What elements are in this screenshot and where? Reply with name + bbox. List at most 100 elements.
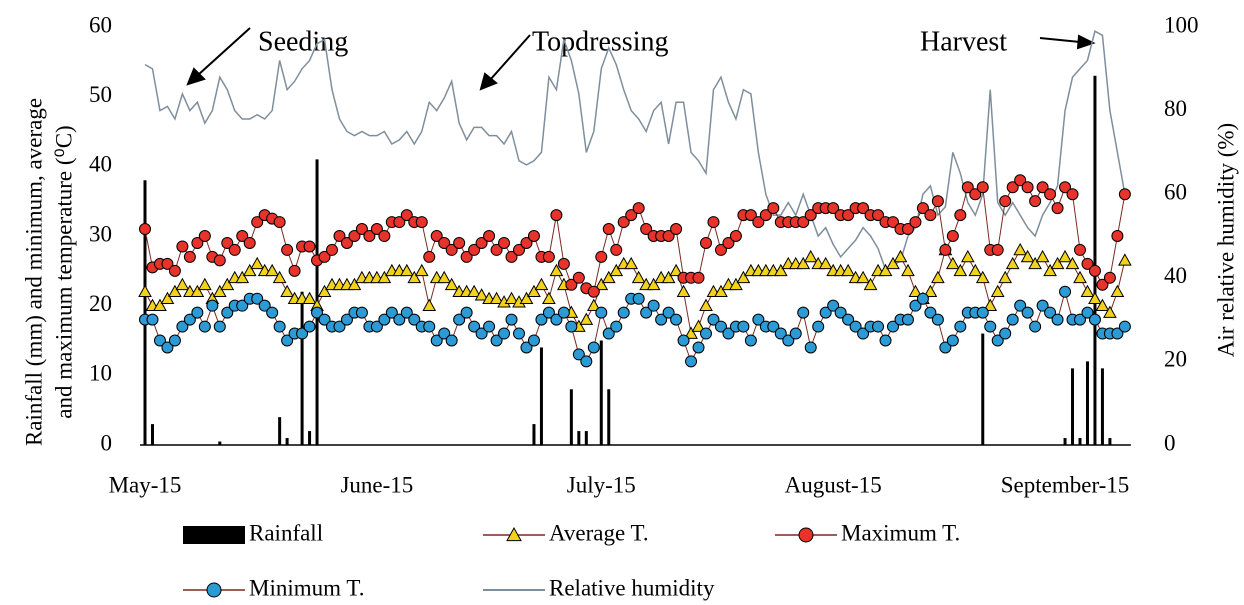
triangle-marker bbox=[1095, 298, 1110, 311]
y2-tick-label: 100 bbox=[1164, 12, 1199, 37]
triangle-marker bbox=[736, 270, 751, 284]
y2-tick-label: 80 bbox=[1164, 96, 1187, 121]
triangle-marker bbox=[803, 249, 818, 263]
y2-tick-label: 60 bbox=[1164, 179, 1187, 204]
triangle-marker bbox=[841, 263, 855, 277]
triangle-marker bbox=[878, 263, 893, 277]
circle-marker bbox=[991, 243, 1004, 256]
circle-marker bbox=[887, 216, 899, 229]
legend-label: Minimum T. bbox=[249, 575, 364, 600]
arrow bbox=[1039, 37, 1081, 43]
circle-marker bbox=[221, 236, 234, 249]
circle-marker bbox=[550, 209, 563, 222]
rainfall-bar bbox=[218, 441, 222, 445]
circle-marker bbox=[1044, 188, 1057, 201]
rainfall-bar bbox=[539, 347, 543, 445]
rainfall-bar bbox=[599, 340, 603, 445]
circle-marker bbox=[505, 250, 518, 263]
triangle-marker bbox=[280, 284, 294, 298]
x-tick-label: May-15 bbox=[109, 472, 182, 497]
circle-marker bbox=[557, 306, 570, 319]
triangle-marker bbox=[586, 298, 601, 311]
triangle-marker bbox=[549, 263, 564, 277]
circle-marker bbox=[580, 355, 593, 368]
triangle-marker bbox=[1073, 270, 1087, 284]
circle-marker bbox=[744, 334, 757, 347]
circle-marker bbox=[505, 313, 518, 326]
rainfall-bar bbox=[143, 180, 147, 445]
x-tick-label: July-15 bbox=[567, 472, 636, 497]
triangle-marker bbox=[160, 291, 175, 304]
triangle-marker bbox=[983, 298, 998, 311]
circle-marker bbox=[340, 236, 353, 249]
triangle-marker bbox=[893, 249, 908, 263]
circle-marker bbox=[722, 327, 735, 340]
triangle-marker bbox=[302, 291, 317, 304]
circle-marker bbox=[572, 271, 585, 284]
triangle-marker bbox=[624, 256, 639, 270]
circle-marker bbox=[318, 313, 331, 326]
circle-marker bbox=[213, 320, 226, 333]
circle-marker bbox=[490, 243, 503, 256]
circle-marker bbox=[423, 250, 436, 263]
circle-marker bbox=[640, 306, 653, 319]
circle-marker bbox=[393, 216, 406, 229]
triangle-marker bbox=[1013, 242, 1028, 256]
circle-marker bbox=[954, 320, 967, 333]
triangle-marker bbox=[444, 277, 459, 291]
circle-marker bbox=[1081, 257, 1094, 270]
circle-marker bbox=[1014, 174, 1027, 187]
circle-marker bbox=[834, 306, 847, 319]
rainfall-bar bbox=[584, 431, 588, 445]
circle-marker bbox=[804, 209, 817, 222]
triangle-marker bbox=[168, 284, 182, 298]
circle-marker bbox=[430, 334, 443, 347]
circle-marker bbox=[797, 216, 810, 229]
triangle-marker bbox=[474, 288, 489, 301]
circle-marker bbox=[393, 313, 406, 326]
circle-marker bbox=[722, 236, 735, 249]
circle-marker bbox=[1006, 313, 1019, 326]
circle-marker bbox=[647, 299, 660, 312]
circle-marker bbox=[198, 230, 211, 242]
circle-marker bbox=[565, 320, 578, 333]
circle-marker bbox=[370, 320, 383, 333]
circle-marker bbox=[273, 320, 286, 333]
circle-marker bbox=[400, 306, 413, 319]
triangle-marker bbox=[773, 263, 788, 277]
circle-marker bbox=[520, 341, 533, 354]
circle-marker bbox=[602, 327, 615, 340]
triangle-marker bbox=[579, 312, 594, 325]
circle-marker bbox=[640, 223, 653, 236]
triangle-marker bbox=[901, 263, 915, 277]
circle-marker bbox=[460, 306, 473, 319]
circle-marker bbox=[168, 264, 181, 277]
rainfall-bar bbox=[300, 291, 304, 445]
circle-marker bbox=[400, 209, 413, 222]
circle-marker bbox=[1014, 299, 1027, 312]
circle-marker bbox=[976, 181, 989, 194]
triangle-marker bbox=[1065, 256, 1080, 270]
circle-marker bbox=[513, 327, 525, 340]
triangle-marker bbox=[138, 284, 152, 298]
triangle-marker bbox=[504, 291, 519, 304]
triangle-marker bbox=[676, 284, 691, 298]
circle-marker bbox=[1103, 271, 1116, 284]
circle-marker bbox=[662, 306, 675, 319]
triangle-marker bbox=[242, 263, 257, 277]
y2-tick-label: 0 bbox=[1164, 430, 1176, 455]
circle-marker bbox=[857, 327, 870, 340]
circle-marker bbox=[602, 223, 615, 236]
y-tick-label: 50 bbox=[89, 82, 112, 107]
circle-marker bbox=[707, 216, 720, 229]
circle-marker bbox=[939, 243, 952, 256]
legend-marker bbox=[506, 526, 522, 542]
circle-marker bbox=[587, 285, 600, 298]
circle-marker bbox=[438, 236, 451, 249]
triangle-marker bbox=[729, 277, 743, 291]
triangle-marker bbox=[534, 277, 549, 291]
circle-marker bbox=[1029, 195, 1042, 208]
annotation: Topdressing bbox=[532, 26, 668, 57]
triangle-marker bbox=[691, 319, 706, 332]
